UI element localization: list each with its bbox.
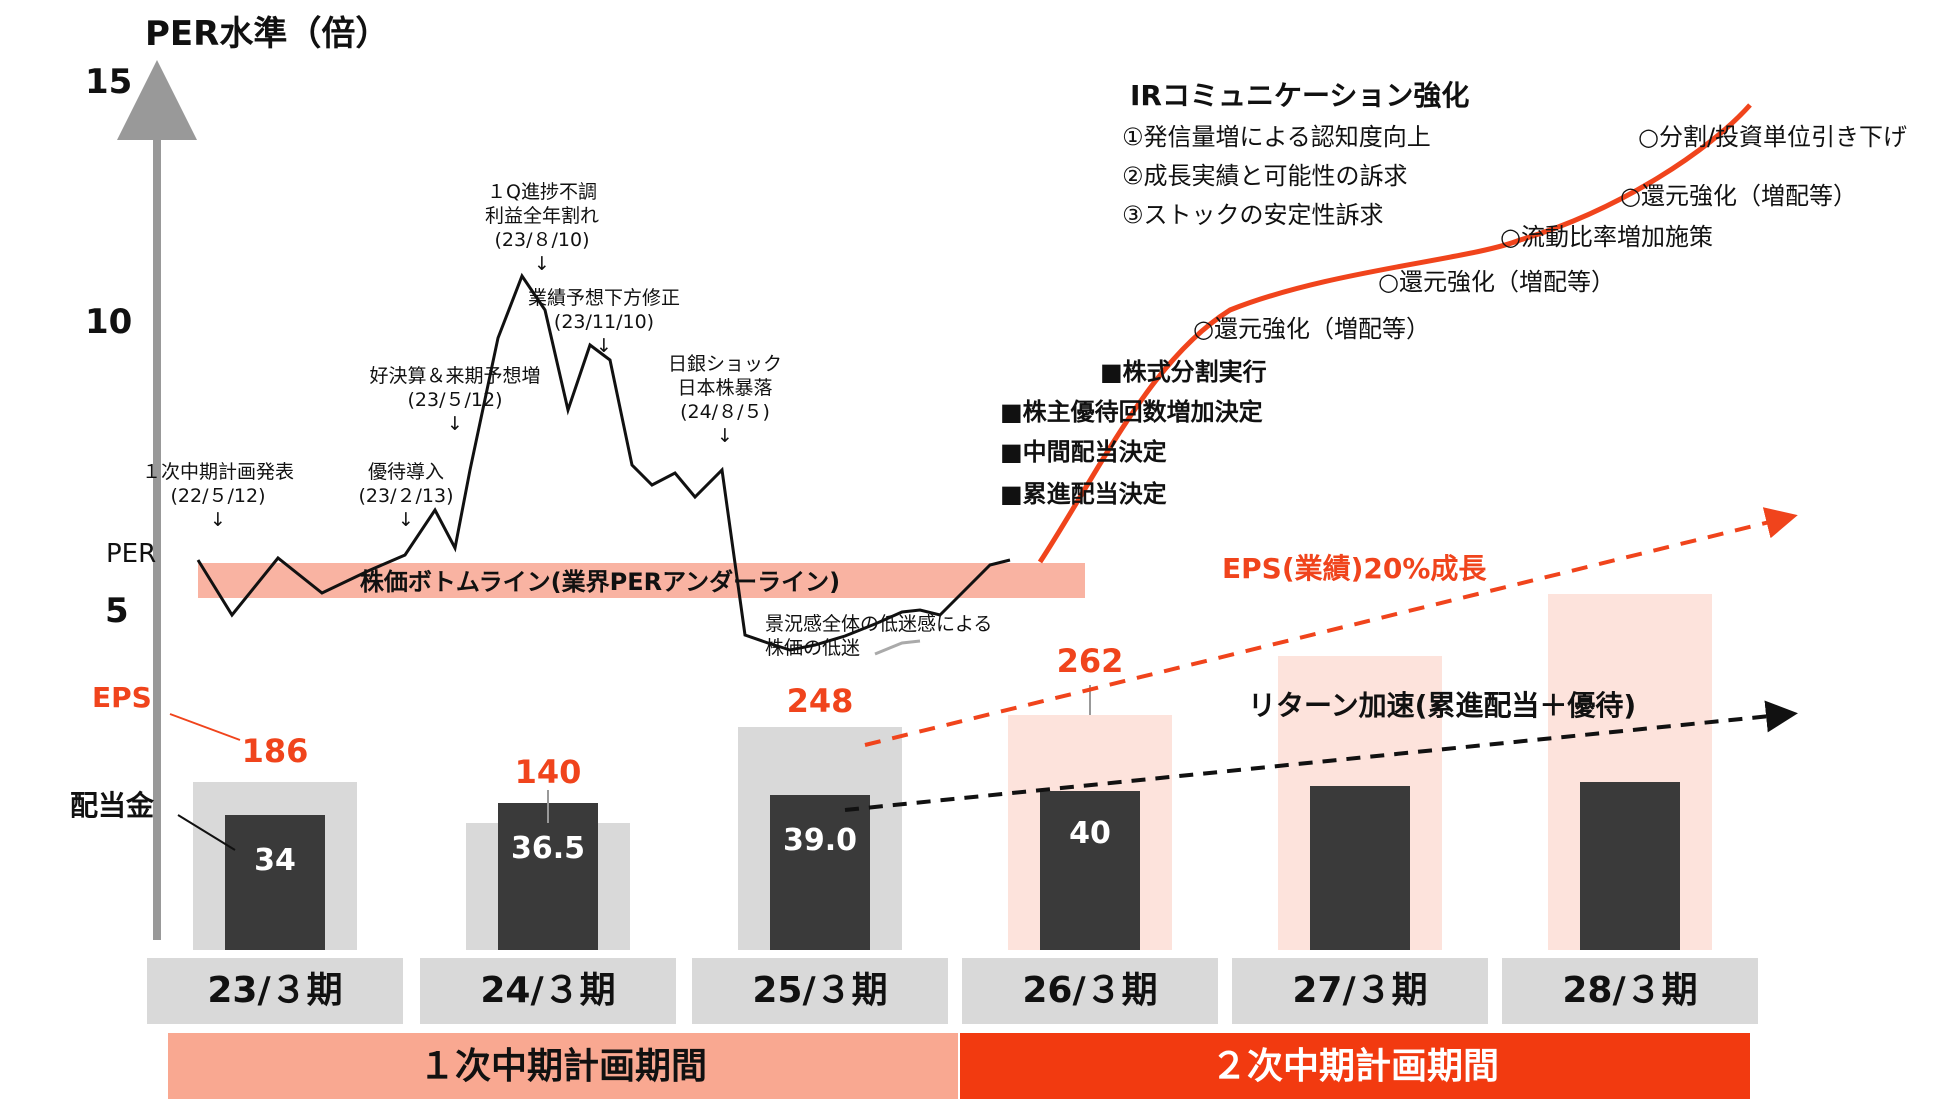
event-annotation: ↓: [596, 335, 612, 357]
eps-label-leader: [169, 713, 241, 741]
dividend-bar: [498, 803, 598, 950]
event-annotation: ↓: [398, 509, 414, 531]
dividend-bar: [1040, 791, 1140, 950]
event-annotation: (22/５/12): [171, 485, 266, 507]
category-label: 23/３期: [207, 970, 342, 1011]
dividend-bar: [770, 795, 870, 950]
future-measure-4: ○還元強化（増配等）: [1620, 182, 1857, 210]
measure-1: ■株式分割実行: [1100, 358, 1267, 386]
return-label: リターン加速(累進配当＋優待): [1248, 689, 1636, 722]
dividend-bar: [1580, 782, 1680, 950]
event-annotation: 利益全年割れ: [485, 205, 599, 227]
eps-value-label: 186: [242, 732, 309, 770]
event-annotation: １Q進捗不調: [487, 181, 597, 203]
y-tick-10: 10: [85, 302, 132, 342]
future-measure-3: ○流動比率増加施策: [1500, 223, 1713, 251]
event-annotation: ↓: [210, 509, 226, 531]
ir-title: IRコミュニケーション強化: [1130, 79, 1469, 112]
event-annotation: 日銀ショック: [668, 353, 782, 375]
category-label: 24/３期: [480, 970, 615, 1011]
eps-value-label: 140: [515, 753, 582, 791]
dividend-label: 配当金: [70, 789, 155, 822]
eps-value-label: 262: [1057, 642, 1124, 680]
per-target-curve: [1037, 103, 1752, 564]
category-label: 25/３期: [752, 970, 887, 1011]
bottom-line-label: 株価ボトムライン(業界PERアンダーライン): [360, 568, 840, 596]
per-label: PER: [106, 539, 156, 569]
y-tick-15: 15: [85, 62, 132, 102]
dividend-value-label: 36.5: [511, 831, 585, 866]
period-group: １次中期計画期間 ２次中期計画期間: [168, 1033, 1750, 1099]
event-annotation: ↓: [447, 413, 463, 435]
category-group: 23/３期 24/３期 25/３期 26/３期 27/３期 28/３期: [147, 958, 1758, 1024]
future-measure-2: ○還元強化（増配等）: [1378, 268, 1615, 296]
event-annotation: 好決算＆来期予想増: [369, 365, 540, 387]
eps-growth-arrow: [864, 507, 1798, 747]
dividend-value-label: 40: [1069, 816, 1111, 851]
event-annotation: (23/８/10): [495, 229, 590, 251]
measure-4: ■累進配当決定: [1000, 480, 1167, 508]
ir-item-1: ①発信量増による認知度向上: [1122, 123, 1431, 151]
category-cell: [147, 958, 403, 1024]
period-label: ２次中期計画期間: [1211, 1046, 1499, 1087]
dividend-value-label: 39.0: [783, 823, 857, 858]
eps-growth-label: EPS(業績)20%成長: [1222, 552, 1487, 585]
ir-item-2: ②成長実績と可能性の訴求: [1122, 162, 1408, 190]
category-cell: [962, 958, 1218, 1024]
event-annotation: 株価の低迷: [765, 637, 860, 659]
event-annotation: 業績予想下方修正: [528, 287, 680, 309]
event-annotation: 景況感全体の低迷感による: [765, 613, 992, 635]
dividend-label-leader: [177, 814, 236, 851]
measure-3: ■中間配当決定: [1000, 438, 1167, 466]
chart-title: PER水準（倍）: [145, 14, 389, 54]
category-cell: [1232, 958, 1488, 1024]
eps-label: EPS: [92, 681, 152, 714]
event-annotation: ↓: [717, 425, 733, 447]
bar-group: 34 186 36.5 140 39.0 248 40 262: [193, 594, 1712, 950]
measure-2: ■株主優待回数増加決定: [1000, 398, 1263, 426]
category-label: 28/３期: [1562, 970, 1697, 1011]
category-cell: [1502, 958, 1758, 1024]
category-label: 27/３期: [1292, 970, 1427, 1011]
eps-value-label: 248: [787, 682, 854, 720]
category-label: 26/３期: [1022, 970, 1157, 1011]
event-annotation: 優待導入: [368, 461, 444, 483]
event-annotation: (24/８/５): [680, 401, 770, 423]
dividend-bar: [225, 815, 325, 950]
period-band: [168, 1033, 958, 1099]
period-band: [960, 1033, 1750, 1099]
ir-item-3: ③ストックの安定性訴求: [1122, 201, 1384, 229]
per-low-segment: [874, 639, 921, 656]
future-measure-5: ○分割/投資単位引き下げ: [1638, 123, 1907, 151]
dividend-bar: [1310, 786, 1410, 950]
event-annotation: (23/５/12): [408, 389, 503, 411]
event-annotation: (23/２/13): [359, 485, 454, 507]
event-annotation: １次中期計画発表: [142, 461, 294, 483]
future-measure-1: ○還元強化（増配等）: [1193, 315, 1430, 343]
per-history-line: [196, 272, 1011, 652]
event-group: １次中期計画発表(22/５/12)↓優待導入(23/２/13)↓好決算＆来期予想…: [142, 181, 992, 659]
event-annotation: (23/11/10): [554, 311, 654, 333]
period-label: １次中期計画期間: [419, 1046, 707, 1087]
y-tick-5: 5: [105, 591, 129, 631]
event-annotation: 日本株暴落: [677, 377, 772, 399]
category-cell: [420, 958, 676, 1024]
category-cell: [692, 958, 948, 1024]
dividend-value-label: 34: [254, 843, 296, 878]
event-annotation: ↓: [534, 253, 550, 275]
